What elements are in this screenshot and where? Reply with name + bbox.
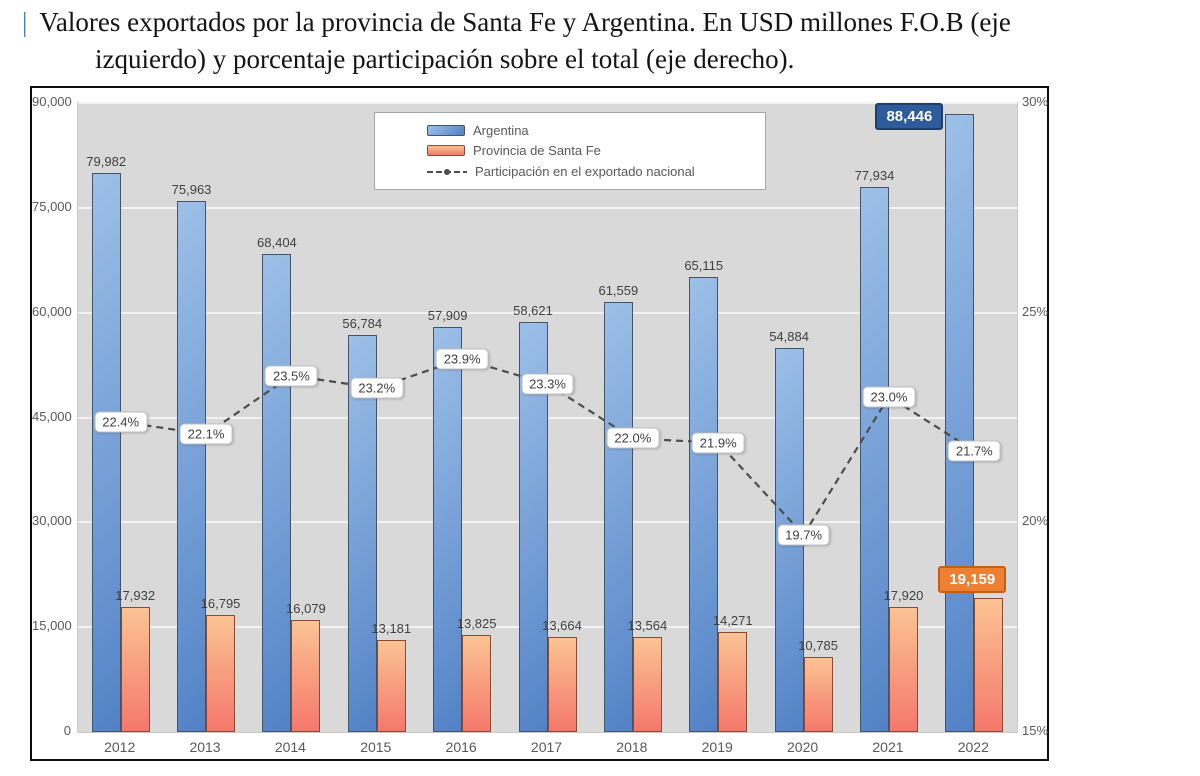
argentina-bar-2012: [91, 173, 121, 732]
x-axis-label-2014: 2014: [274, 739, 306, 755]
x-axis-label-2013: 2013: [189, 739, 221, 755]
left-axis-tick: 90,000: [32, 94, 72, 109]
chart-title: | Valores exportados por la provincia de …: [0, 4, 1200, 78]
legend-item-label: Provincia de Santa Fe: [473, 143, 601, 159]
argentina-bar-2021: [859, 187, 889, 732]
santafe-bar-2016: [462, 635, 492, 732]
argentina-bar-2019: [689, 276, 719, 732]
santafe-bar-2017: [547, 636, 577, 732]
x-axis-label-2018: 2018: [616, 739, 648, 755]
argentina-bar-2022: [945, 113, 975, 732]
left-axis-tick: 75,000: [32, 198, 72, 214]
legend-item: Provincia de Santa Fe: [427, 143, 765, 158]
argentina-value-label: 56,784: [342, 316, 383, 332]
legend-santafe-swatch-icon: [427, 145, 465, 157]
argentina-value-label: 68,404: [257, 234, 297, 250]
title-accent-bar: |: [22, 7, 28, 37]
participation-label: 22.4%: [94, 411, 148, 433]
legend-item: Argentina: [427, 123, 765, 138]
argentina-value-label: 77,934: [854, 168, 895, 184]
santafe-value-label: 16,079: [286, 600, 326, 616]
argentina-value-label: 54,884: [769, 329, 809, 345]
santafe-value-label: 13,564: [627, 618, 668, 634]
gridline: [78, 206, 1017, 209]
santafe-value-label: 13,181: [371, 620, 412, 636]
legend-item-label: Participación en el exportado nacional: [475, 164, 695, 180]
santafe-value-label: 13,825: [456, 616, 497, 632]
santafe-value-label: 17,932: [115, 587, 156, 603]
x-axis-label-2021: 2021: [872, 739, 904, 755]
participation-label: 23.5%: [264, 365, 318, 387]
legend-item-label: Argentina: [473, 122, 529, 138]
argentina-value-label: 79,982: [86, 154, 127, 169]
argentina-bar-2013: [177, 201, 207, 732]
legend-argentina-swatch-icon: [427, 124, 465, 136]
plot-area: 79,982 17,932 75,963 16,795 68,404 16,079 56,7…: [77, 102, 1018, 733]
right-axis-tick: 15%: [1022, 723, 1049, 738]
argentina-value-label: 57,909: [427, 308, 468, 324]
santafe-bar-2014: [291, 619, 321, 732]
legend-line-swatch-icon: [427, 168, 467, 175]
santafe-value-label: 13,664: [542, 617, 582, 633]
argentina-bar-2018: [603, 301, 633, 732]
santafe-value-label: 14,271: [712, 613, 753, 629]
santafe-bar-2019: [718, 632, 748, 732]
right-axis-tick: 25%: [1022, 303, 1049, 319]
gridline: [78, 626, 1017, 629]
participation-label: 22.1%: [179, 423, 233, 445]
santafe-bar-2015: [376, 639, 406, 732]
left-axis-tick: 60,000: [32, 303, 72, 319]
x-axis-label-2019: 2019: [701, 739, 733, 755]
participation-label: 23.9%: [435, 348, 489, 370]
santafe-highlight-label: 19,159: [938, 566, 1007, 594]
argentina-value-label: 61,559: [598, 282, 639, 298]
x-axis-label-2017: 2017: [530, 739, 563, 755]
santafe-bar-2018: [632, 637, 662, 732]
legend-item: Participación en el exportado nacional: [427, 164, 765, 179]
x-axis-label-2022: 2022: [957, 739, 989, 755]
right-axis-tick: 20%: [1022, 513, 1049, 529]
x-axis-label-2015: 2015: [360, 739, 392, 755]
santafe-value-label: 17,920: [883, 587, 924, 603]
argentina-highlight-label: 88,446: [875, 102, 944, 130]
gridline: [78, 311, 1017, 314]
gridline: [78, 102, 1017, 104]
santafe-bar-2022: [974, 598, 1004, 732]
argentina-value-label: 65,115: [684, 257, 724, 273]
participation-label: 19.7%: [777, 524, 831, 546]
chart-legend: Argentina Provincia de Santa Fe Participac…: [374, 112, 766, 190]
santafe-bar-2013: [206, 614, 236, 732]
right-axis-tick: 30%: [1022, 94, 1049, 109]
chart-frame: 79,982 17,932 75,963 16,795 68,404 16,079 56,7…: [30, 86, 1049, 761]
left-axis-tick: 45,000: [32, 408, 72, 424]
title-text-1: Valores exportados por la provincia de S…: [39, 7, 1011, 37]
participation-label: 22.0%: [606, 427, 660, 449]
x-axis-label-2016: 2016: [445, 739, 477, 755]
participation-label: 23.2%: [350, 377, 404, 399]
participation-label: 23.3%: [521, 373, 574, 395]
santafe-bar-2012: [120, 606, 150, 732]
participation-label: 21.9%: [691, 432, 745, 454]
santafe-value-label: 10,785: [798, 637, 838, 653]
title-line-2: izquierdo) y porcentaje participación so…: [95, 44, 795, 74]
left-axis-tick: 15,000: [32, 618, 72, 634]
participation-label: 21.7%: [947, 440, 1001, 462]
title-line-1: | Valores exportados por la provincia de …: [0, 4, 1200, 41]
argentina-value-label: 58,621: [513, 303, 553, 319]
argentina-bar-2014: [262, 253, 292, 732]
argentina-bar-2016: [433, 327, 463, 732]
santafe-bar-2020: [803, 656, 833, 732]
left-axis-tick: 30,000: [32, 513, 72, 529]
participation-label: 23.0%: [862, 386, 916, 408]
santafe-value-label: 16,795: [200, 595, 241, 611]
x-axis-label-2020: 2020: [787, 739, 819, 755]
santafe-bar-2021: [888, 606, 918, 732]
left-axis-tick: 0: [63, 723, 71, 738]
argentina-value-label: 75,963: [171, 182, 212, 198]
x-axis-label-2012: 2012: [104, 739, 136, 755]
